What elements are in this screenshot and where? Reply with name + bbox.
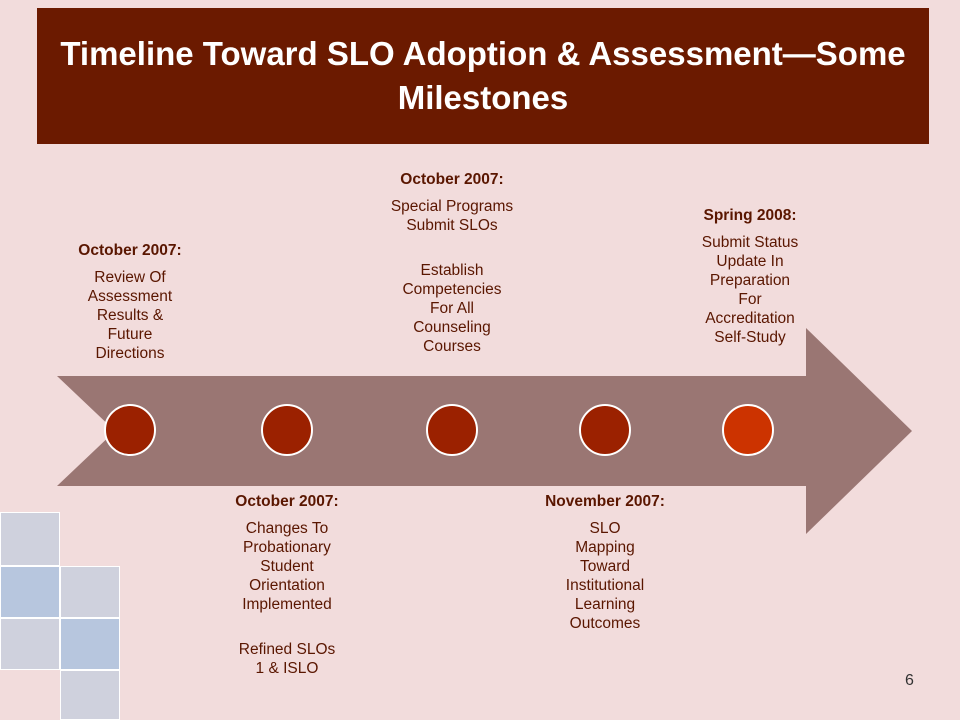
milestone-text: Orientation bbox=[249, 577, 325, 594]
decorative-square bbox=[0, 566, 60, 618]
timeline-node-2 bbox=[261, 404, 313, 456]
milestone-extra-text: Competencies bbox=[402, 281, 502, 298]
milestone-date: November 2007: bbox=[545, 493, 665, 510]
milestone-text: Future bbox=[107, 326, 153, 343]
page-number: 6 bbox=[905, 672, 914, 689]
milestone-2: October 2007: Changes To Probationary St… bbox=[207, 492, 367, 678]
milestone-text: Self-Study bbox=[714, 329, 786, 346]
milestone-3: October 2007: Special Programs Submit SL… bbox=[372, 170, 532, 356]
title-bar: Timeline Toward SLO Adoption & Assessmen… bbox=[37, 8, 929, 144]
milestone-extra-text: Courses bbox=[423, 338, 481, 355]
milestone-extra-text: Refined SLOs bbox=[238, 641, 336, 658]
milestone-5: Spring 2008: Submit Status Update In Pre… bbox=[680, 206, 820, 347]
decorative-square bbox=[60, 566, 120, 618]
timeline-node-5 bbox=[722, 404, 774, 456]
milestone-text: Outcomes bbox=[569, 615, 641, 632]
milestone-text: For bbox=[738, 291, 762, 308]
timeline-node-3 bbox=[426, 404, 478, 456]
decorative-square bbox=[60, 670, 120, 720]
milestone-text: Mapping bbox=[575, 539, 635, 556]
milestone-1: October 2007: Review Of Assessment Resul… bbox=[55, 241, 205, 363]
milestone-extra-text: For All bbox=[430, 300, 474, 317]
milestone-extra-text: 1 & ISLO bbox=[255, 660, 319, 677]
milestone-text: Submit SLOs bbox=[406, 217, 498, 234]
milestone-date: October 2007: bbox=[78, 242, 182, 259]
milestone-text: Learning bbox=[574, 596, 636, 613]
slide-title: Timeline Toward SLO Adoption & Assessmen… bbox=[60, 35, 906, 116]
milestone-text: Submit Status bbox=[701, 234, 799, 251]
arrow-shape bbox=[57, 328, 912, 534]
timeline-node-1 bbox=[104, 404, 156, 456]
milestone-date: October 2007: bbox=[235, 493, 339, 510]
milestone-text: Accreditation bbox=[705, 310, 795, 327]
milestone-date: Spring 2008: bbox=[703, 207, 797, 224]
milestone-4: November 2007: SLO Mapping Toward Instit… bbox=[545, 492, 665, 633]
timeline-node-4 bbox=[579, 404, 631, 456]
milestone-text: Institutional bbox=[565, 577, 645, 594]
milestone-date: October 2007: bbox=[400, 171, 504, 188]
milestone-text: Directions bbox=[95, 345, 165, 362]
milestone-text: Review Of bbox=[94, 269, 166, 286]
decorative-square bbox=[60, 618, 120, 670]
milestone-text: Results & bbox=[96, 307, 164, 324]
milestone-text: Changes To bbox=[245, 520, 329, 537]
decorative-square bbox=[0, 512, 60, 566]
decorative-square bbox=[0, 618, 60, 670]
milestone-text: Preparation bbox=[709, 272, 791, 289]
milestone-text: SLO bbox=[589, 520, 621, 537]
milestone-extra-text: Counseling bbox=[413, 319, 491, 336]
milestone-text: Update In bbox=[716, 253, 784, 270]
milestone-text: Implemented bbox=[242, 596, 332, 613]
milestone-text: Assessment bbox=[87, 288, 173, 305]
milestone-text: Toward bbox=[580, 558, 630, 575]
milestone-text: Student bbox=[260, 558, 314, 575]
milestone-extra-text: Establish bbox=[420, 262, 484, 279]
milestone-text: Special Programs bbox=[390, 198, 514, 215]
milestone-text: Probationary bbox=[243, 539, 331, 556]
